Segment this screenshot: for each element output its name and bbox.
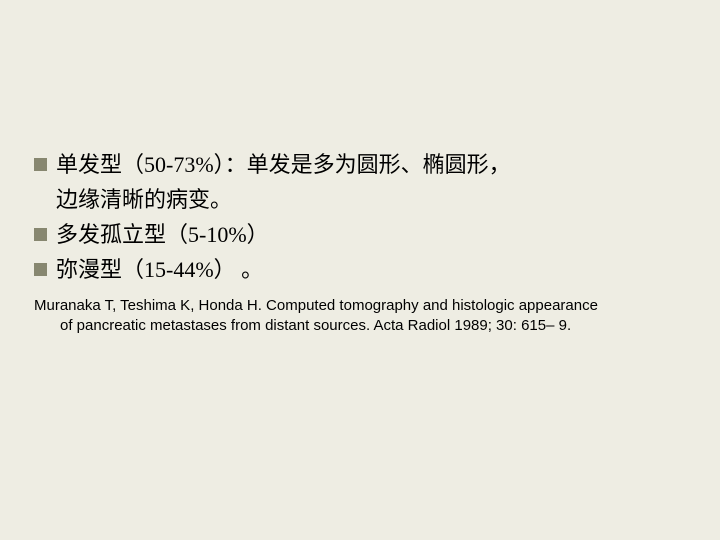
bullet-item: 弥漫型（15-44%） 。 <box>34 253 686 286</box>
slide-content: 单发型（50-73%）：单发是多为圆形、椭圆形， 边缘清晰的病变。 多发孤立型（… <box>34 148 686 337</box>
bullet-text-continuation: 边缘清晰的病变。 <box>56 183 686 216</box>
bullet-text: 多发孤立型（5-10%） <box>56 218 269 251</box>
bullet-item: 单发型（50-73%）：单发是多为圆形、椭圆形， <box>34 148 686 181</box>
citation-line: Muranaka T, Teshima K, Honda H. Computed… <box>34 296 686 316</box>
bullet-square-icon <box>34 228 47 241</box>
citation-block: Muranaka T, Teshima K, Honda H. Computed… <box>34 296 686 337</box>
citation-line: of pancreatic metastases from distant so… <box>34 316 686 336</box>
bullet-text: 弥漫型（15-44%） 。 <box>56 253 263 286</box>
bullet-square-icon <box>34 263 47 276</box>
bullet-item: 多发孤立型（5-10%） <box>34 218 686 251</box>
bullet-text: 单发型（50-73%）：单发是多为圆形、椭圆形， <box>56 148 511 181</box>
bullet-square-icon <box>34 158 47 171</box>
